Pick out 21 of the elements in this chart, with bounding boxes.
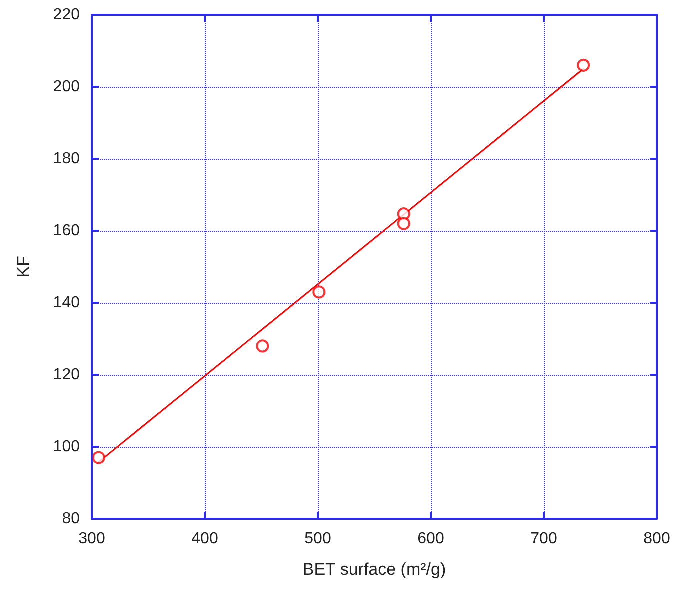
y-tick-label: 180 bbox=[53, 150, 80, 168]
y-tick-label: 80 bbox=[62, 510, 80, 528]
y-tick-label: 160 bbox=[53, 222, 80, 240]
point bbox=[577, 58, 590, 72]
point bbox=[256, 340, 270, 353]
y-tick-label: 100 bbox=[53, 438, 80, 456]
y-tick-label: 200 bbox=[53, 78, 80, 96]
point bbox=[92, 451, 106, 464]
x-tick-label: 500 bbox=[304, 530, 332, 548]
x-tick-label: 600 bbox=[418, 530, 444, 548]
x-axis-title: BET surface (m²/g) bbox=[302, 560, 446, 579]
x-tick-label: 400 bbox=[192, 530, 218, 548]
x-tick-label: 300 bbox=[78, 530, 106, 548]
point bbox=[312, 286, 326, 299]
y-tick-label: 140 bbox=[53, 294, 80, 312]
x-tick-label: 700 bbox=[530, 530, 558, 548]
x-tick-label: 800 bbox=[644, 530, 670, 548]
y-axis-title: KF bbox=[14, 256, 33, 278]
y-tick-label: 120 bbox=[53, 366, 80, 384]
point bbox=[397, 217, 410, 230]
y-tick-label: 220 bbox=[53, 6, 80, 24]
